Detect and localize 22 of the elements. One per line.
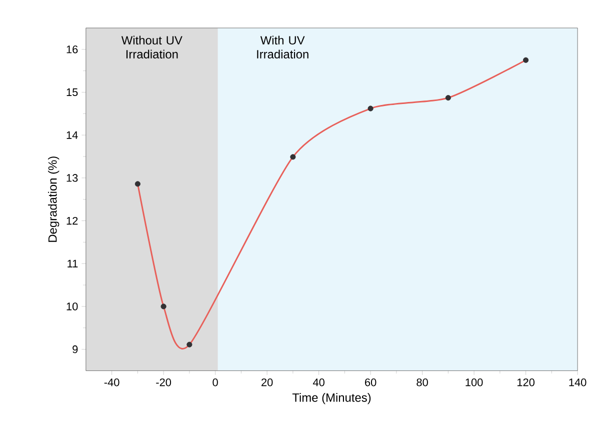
x-tick-label: 60 — [365, 378, 376, 386]
x-tick-label: -40 — [104, 378, 120, 386]
y-tick-label: 11 — [68, 260, 78, 268]
y-axis-title: Degradation (%) — [48, 156, 60, 242]
band-label: With UV Irradiation — [257, 36, 308, 59]
band-label: Without UV Irradiation — [121, 36, 182, 59]
y-tick-label: 16 — [66, 46, 78, 54]
x-axis-title: Time (Minutes) — [292, 393, 371, 404]
y-tick-label: 10 — [66, 302, 78, 310]
x-tick-label: 100 — [466, 378, 483, 386]
y-tick-label: 12 — [66, 217, 78, 225]
x-tick-label: 80 — [416, 378, 428, 386]
x-tick-label: 40 — [312, 378, 324, 386]
x-tick-label: -20 — [156, 378, 172, 386]
y-tick-label: 15 — [66, 88, 78, 96]
x-tick-label: 0 — [212, 378, 218, 386]
y-tick-label: 14 — [66, 131, 78, 140]
x-tick-label: 120 — [517, 378, 534, 386]
x-tick-label: 140 — [569, 378, 586, 386]
x-tick-label: 20 — [262, 378, 273, 386]
y-tick-label: 9 — [72, 346, 78, 354]
y-tick-label: 13 — [66, 174, 78, 182]
